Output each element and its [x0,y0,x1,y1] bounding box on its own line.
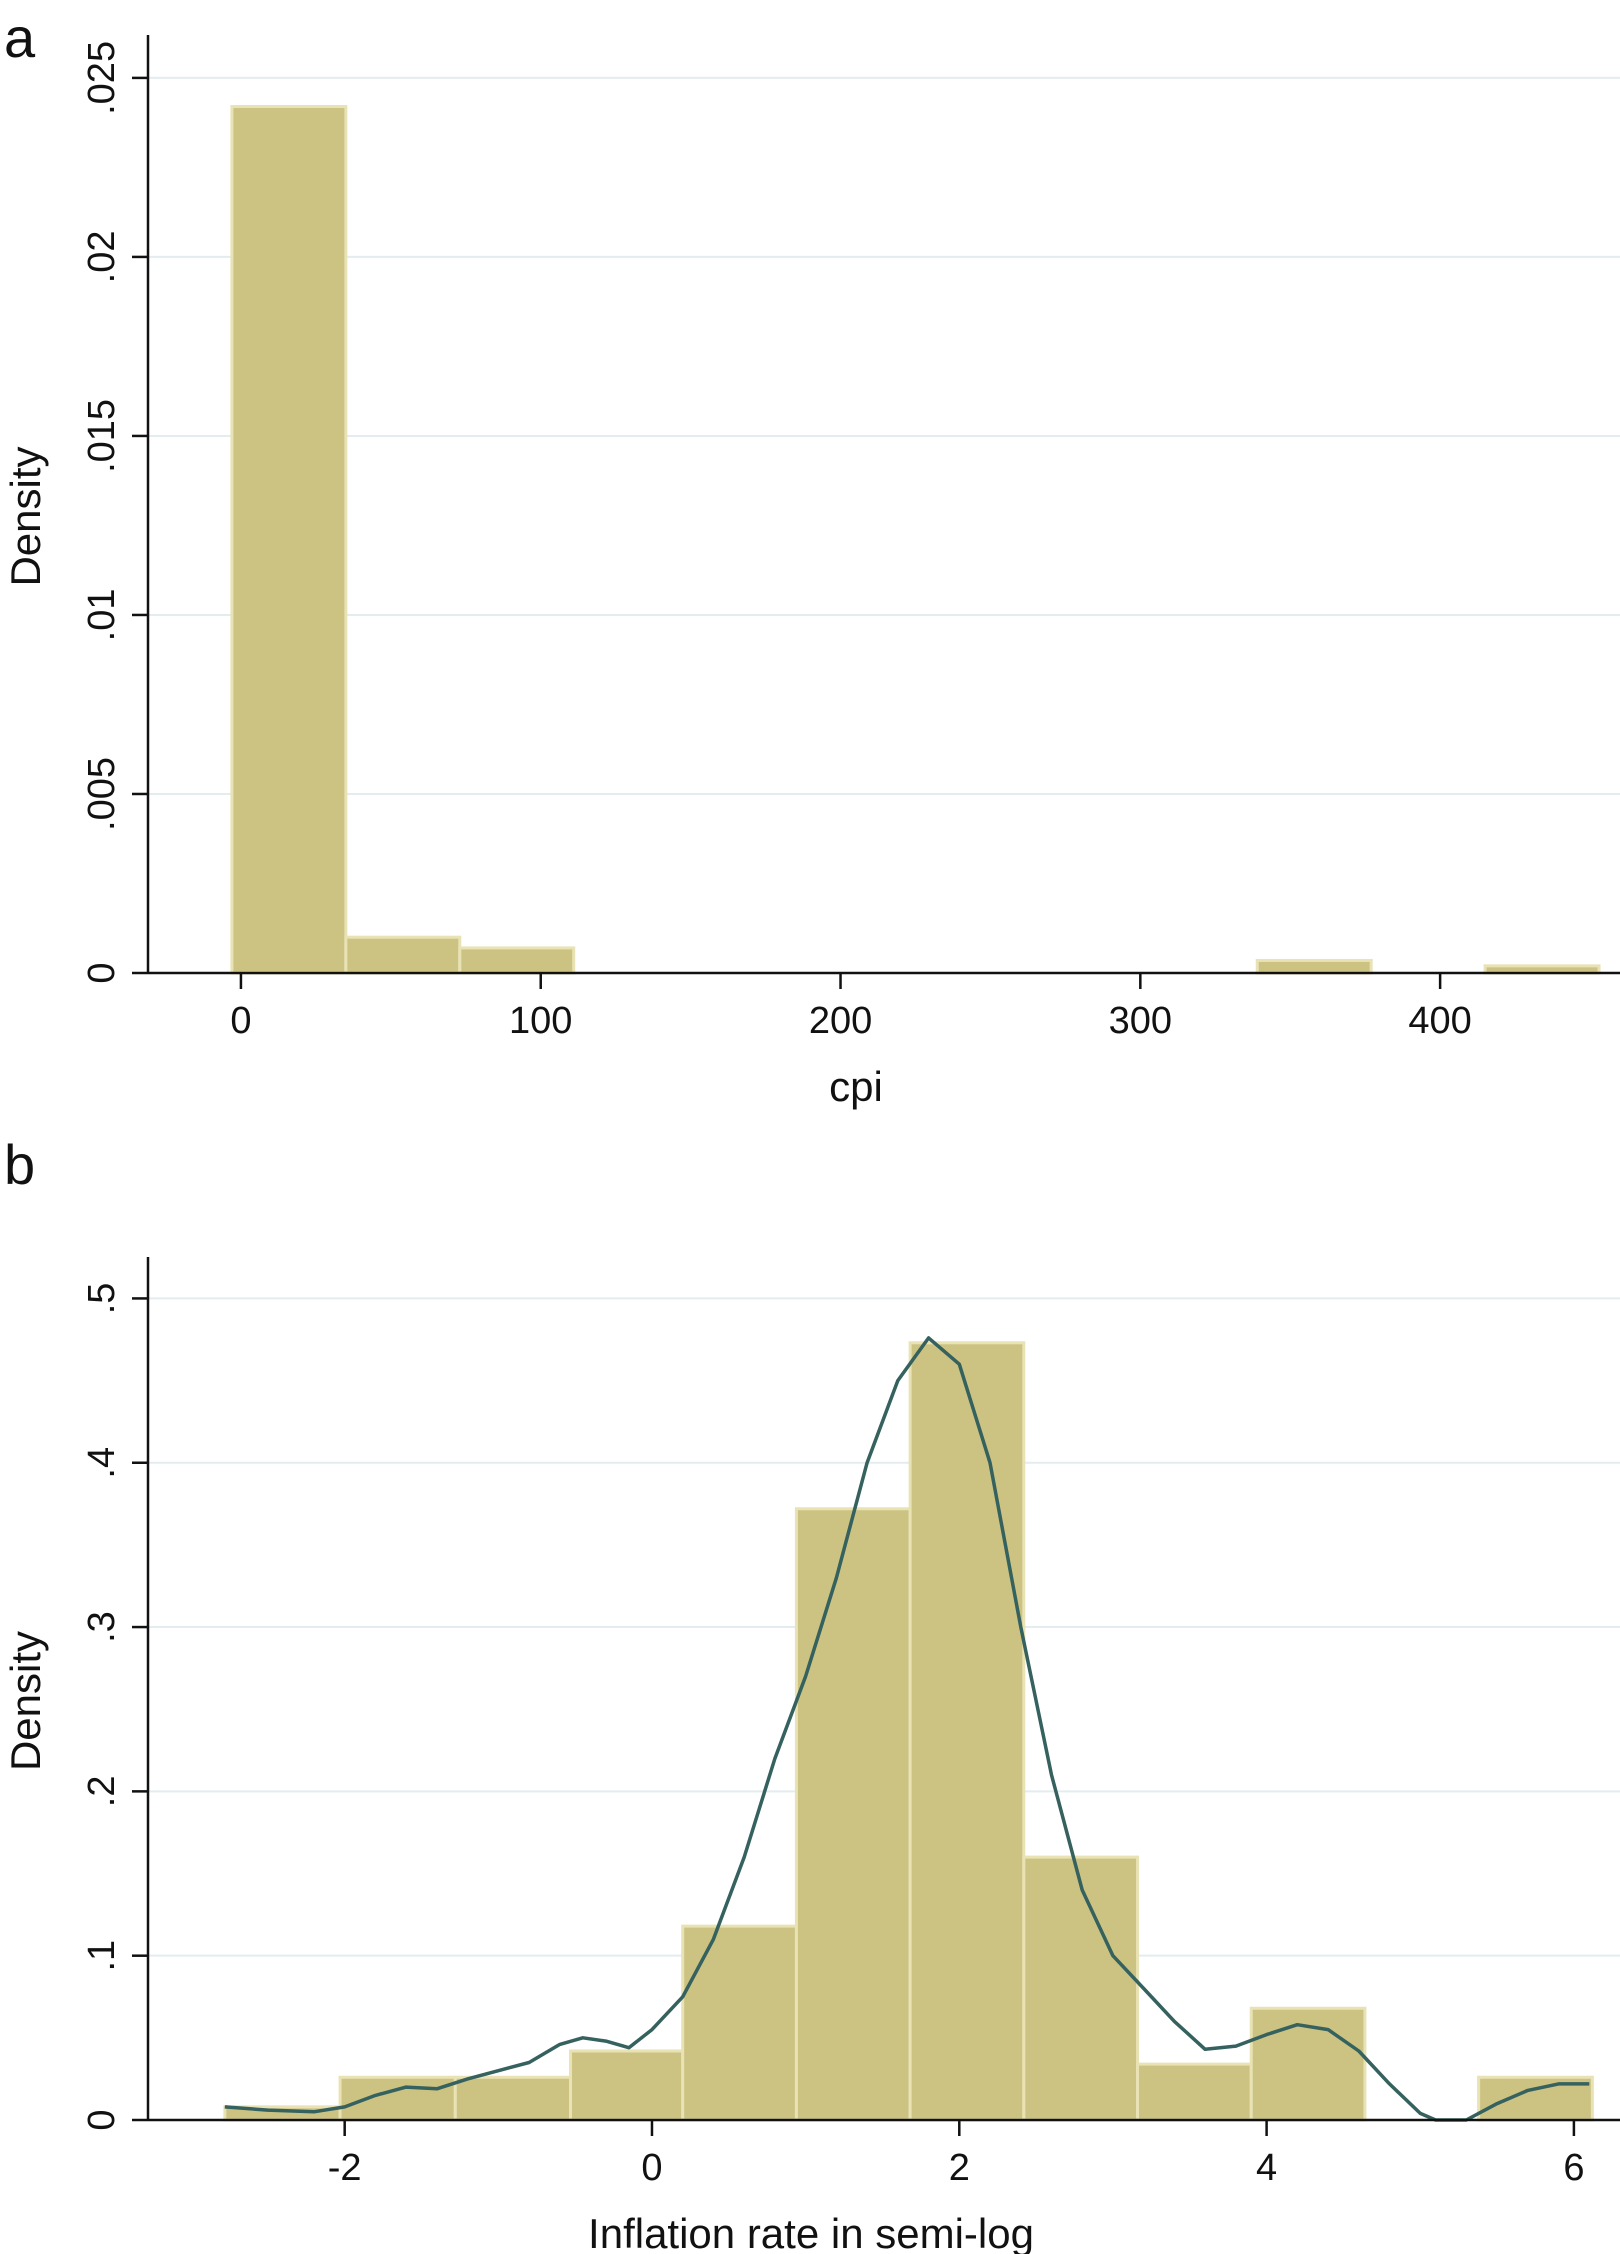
histogram-bar [681,1924,798,2122]
x-tick-label: 100 [509,1000,572,1042]
histogram-bar [1255,958,1373,975]
y-tick-label: .4 [81,1447,123,1479]
x-tick-label: 4 [1256,2147,1277,2189]
histogram-bar [569,2049,685,2122]
y-tick-label: .01 [81,589,123,642]
histogram-bar [794,1507,912,2122]
kernel-density-line [224,1336,1590,2122]
x-tick-label: 2 [949,2147,970,2189]
histogram-bar [453,2075,573,2122]
x-tick-label: 0 [230,1000,251,1042]
y-tick-label: .1 [81,1940,123,1972]
y-tick-label: .025 [81,41,123,115]
x-axis-title: Inflation rate in semi-log [588,2210,1034,2254]
x-axis-title: cpi [829,1063,883,1110]
y-tick-label: .015 [81,399,123,473]
histogram-bar [1136,2062,1253,2122]
histogram-bar [1022,1855,1140,2122]
histogram-bar [344,935,462,975]
x-tick-label: 0 [641,2147,662,2189]
histogram-bar [458,946,576,975]
y-tick-label: .02 [81,231,123,284]
y-axis-title: Density [2,446,49,586]
histogram-inflation: 0 .1 .2 .3 .4 .5 -2 0 2 4 6 Inflation rate in semi-… [2,1257,1620,2254]
histogram-bar [338,2075,457,2122]
chart-panel-b: b 0 .1 .2 .3 .4 .5 -2 0 2 4 6 Inflation rate in sem… [0,1127,1620,2254]
y-tick-label: .005 [81,757,123,831]
x-tick-label: 400 [1408,1000,1471,1042]
histogram-bar [908,1341,1026,2122]
y-tick-label: .5 [81,1283,123,1315]
chart-panel-a: a 0 .005 .01 .015 .02 .025 0 100 200 300 400 cpi Den… [2,6,1620,1110]
y-tick-label: .2 [81,1776,123,1808]
x-tick-label: 200 [809,1000,872,1042]
y-tick-label: 0 [81,2109,123,2130]
x-tick-label: 300 [1109,1000,1172,1042]
histogram-cpi: 0 .005 .01 .015 .02 .025 0 100 200 300 400 cpi Densi… [2,35,1620,1110]
x-tick-label: -2 [328,2147,362,2189]
histogram-bar [230,105,348,975]
x-tick-label: 6 [1563,2147,1584,2189]
panel-label-a: a [4,6,36,69]
panel-label-b: b [4,1133,36,1196]
y-axis-title: Density [2,1631,49,1771]
y-tick-label: 0 [81,962,123,983]
y-tick-label: .3 [81,1611,123,1643]
